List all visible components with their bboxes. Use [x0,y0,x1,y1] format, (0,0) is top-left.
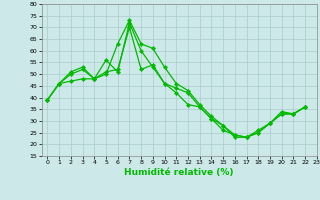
X-axis label: Humidité relative (%): Humidité relative (%) [124,168,234,177]
